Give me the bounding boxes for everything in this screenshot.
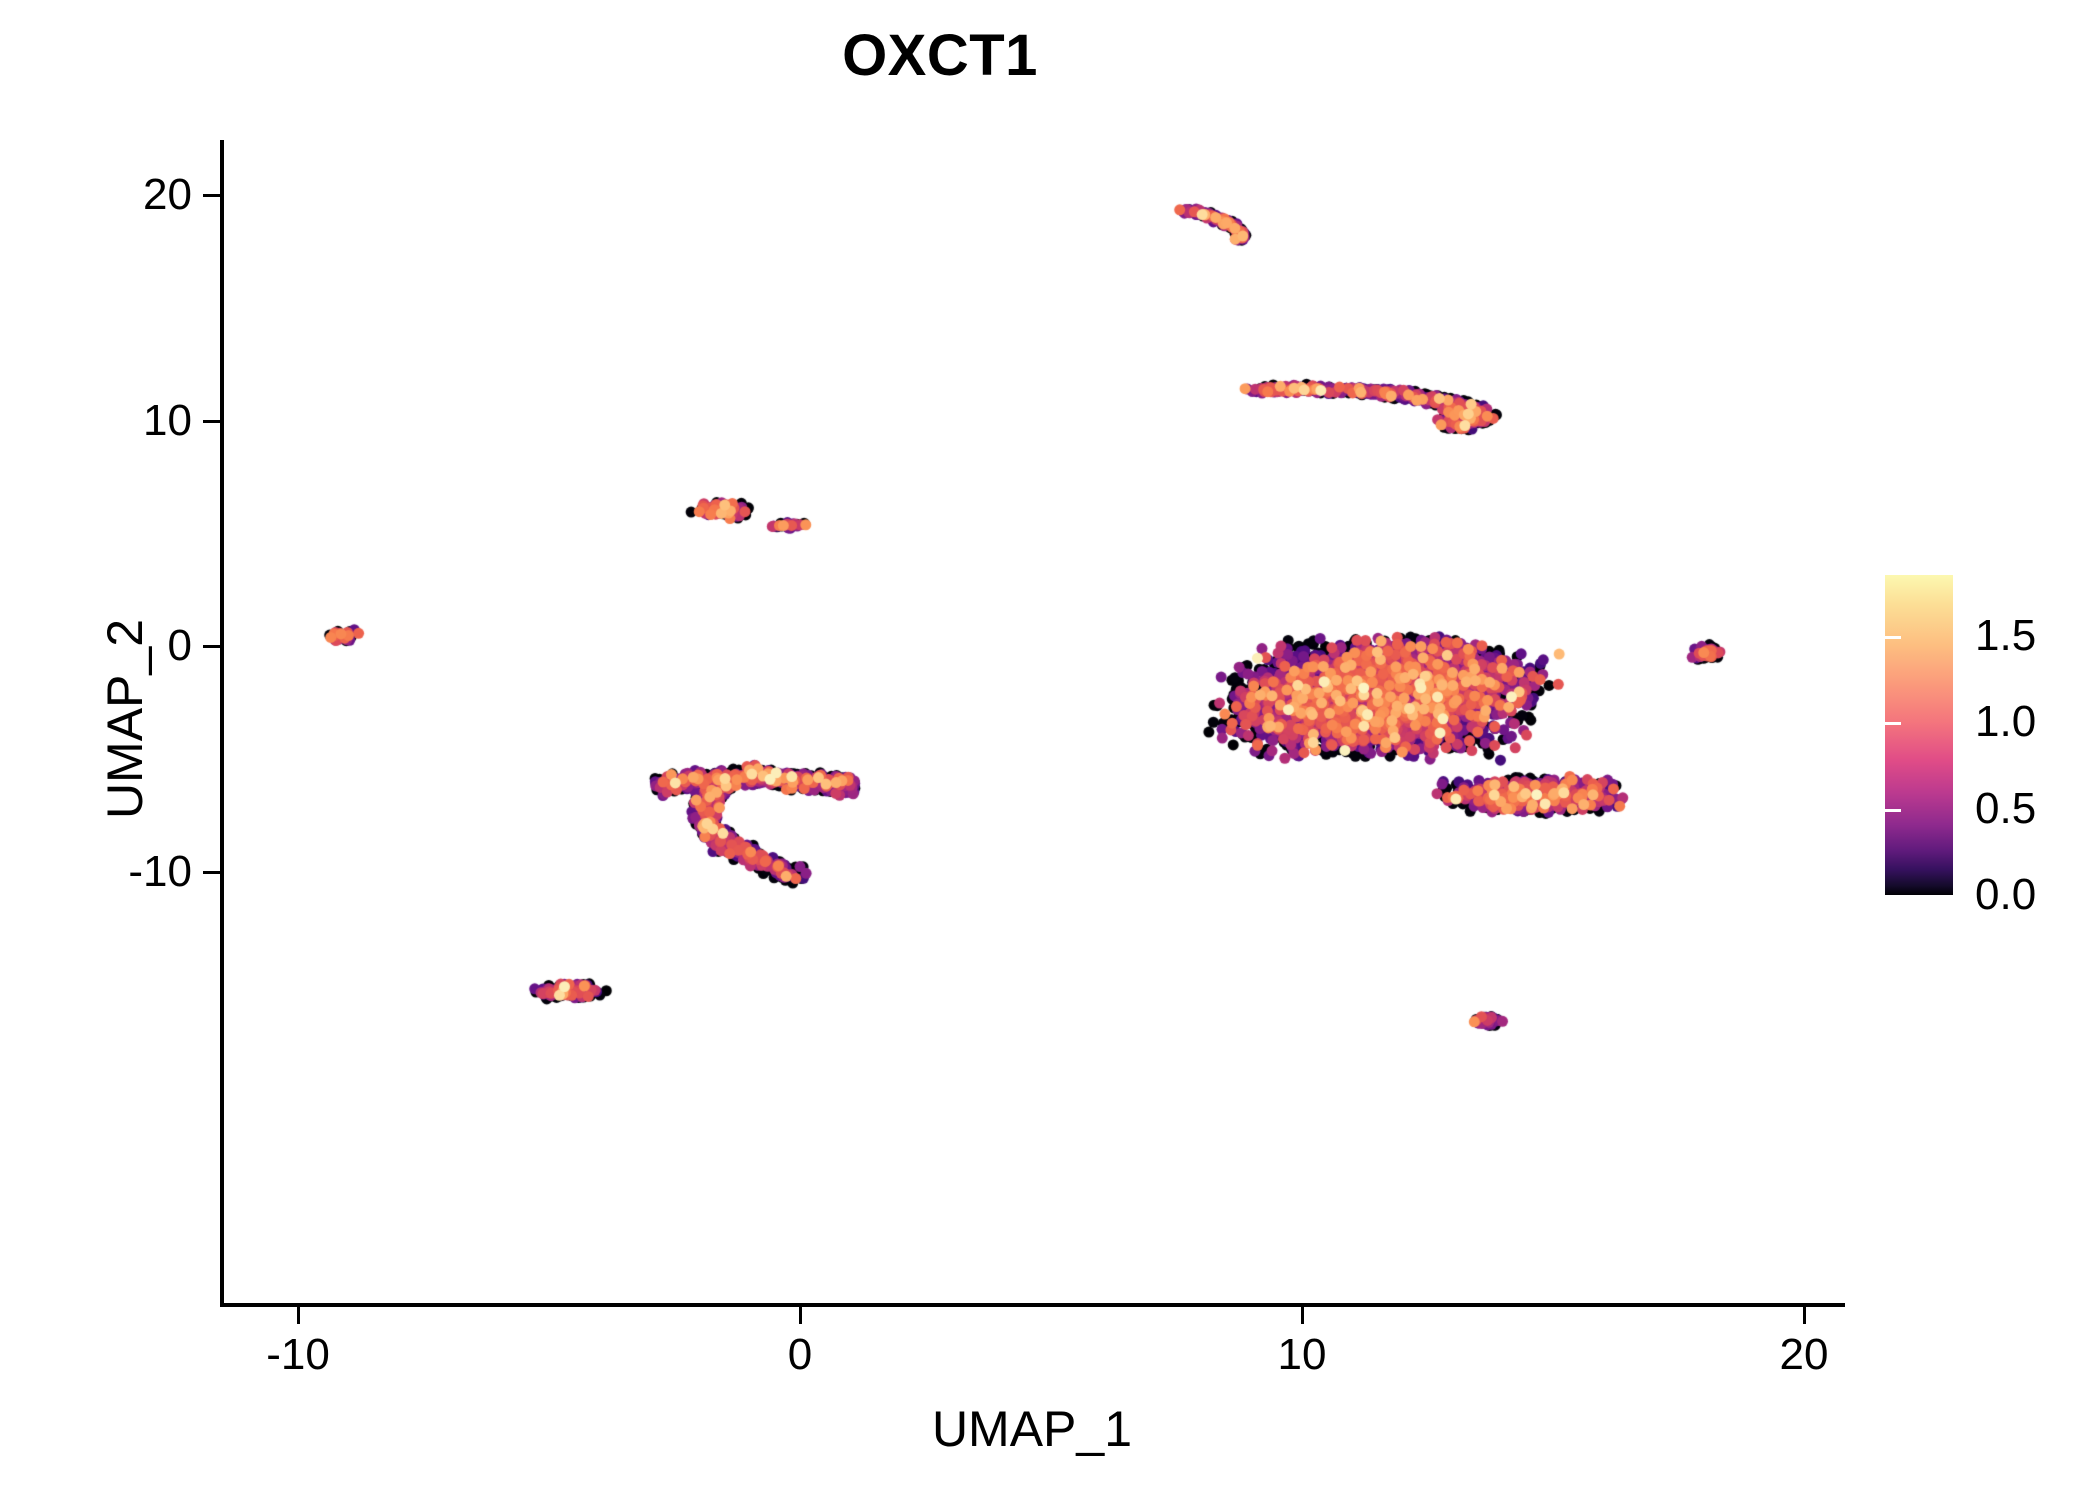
colorbar-tick-label: 1.0 <box>1975 697 2037 747</box>
y-tick-label: 20 <box>143 170 192 219</box>
y-tick-label: 10 <box>143 395 192 445</box>
x-tick-mark <box>1803 1307 1806 1324</box>
x-tick-label: 10 <box>1277 1330 1327 1379</box>
colorbar-tick-label: 0.0 <box>1975 870 2037 919</box>
y-tick-mark <box>203 870 220 874</box>
y-tick-mark <box>203 419 220 423</box>
x-tick-label: -10 <box>266 1330 330 1379</box>
x-axis-line <box>220 1303 1845 1307</box>
colorbar-gradient <box>1885 575 1953 895</box>
colorbar-tick-mark <box>1885 722 1901 726</box>
colorbar-tick-mark <box>1885 808 1901 812</box>
colorbar-tick-label: 1.5 <box>1975 610 2037 660</box>
y-tick-label: -10 <box>128 846 192 896</box>
x-tick-mark <box>1301 1307 1304 1324</box>
colorbar-tick-label: 0.5 <box>1975 783 2037 833</box>
colorbar-tick-mark <box>1885 895 1901 898</box>
colorbar-tick-mark <box>2069 895 2085 898</box>
x-axis-title: UMAP_1 <box>931 1401 1133 1457</box>
x-tick-mark <box>799 1307 802 1324</box>
colorbar-tick-mark <box>2069 722 2085 726</box>
colorbar-legend: 1.5 1.0 0.5 0.0 <box>1885 575 2085 919</box>
colorbar-tick-mark <box>2069 635 2085 639</box>
y-tick-mark <box>203 645 220 648</box>
x-tick-label: 0 <box>787 1330 813 1379</box>
colorbar-tick-mark <box>2069 808 2085 812</box>
x-tick-mark <box>297 1307 300 1324</box>
y-tick-mark <box>203 194 220 197</box>
x-tick-label: 20 <box>1779 1330 1829 1379</box>
colorbar-tick-mark <box>1885 635 1901 639</box>
y-tick-label: 0 <box>167 621 192 670</box>
y-axis-line <box>220 140 224 1307</box>
y-axis-title: UMAP_2 <box>97 618 153 820</box>
